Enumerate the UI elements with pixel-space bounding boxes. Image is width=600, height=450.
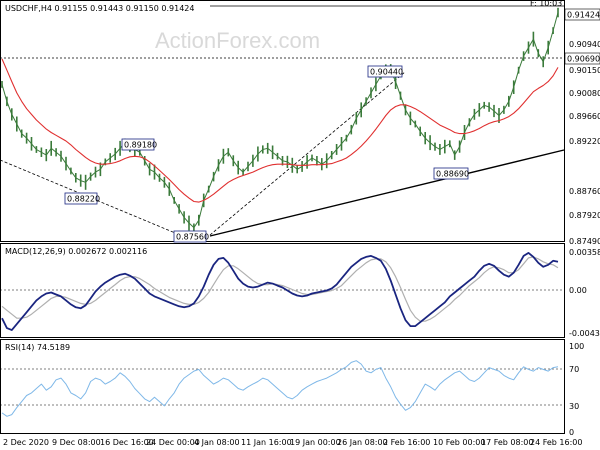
price-layer (1, 7, 559, 232)
macd-title: MACD(12,26,9) 0.002672 0.002116 (5, 247, 147, 256)
y-tick-label: 0.87920 (569, 211, 600, 220)
rsi-y-axis: 100 70 30 0 (569, 342, 584, 437)
y-tick-label: 30 (569, 402, 579, 411)
annotation-box (173, 230, 207, 243)
y-tick-label: 0.88760 (569, 187, 600, 196)
annotation-label: 0.88690 (436, 170, 469, 179)
up-channel-line (209, 71, 406, 236)
x-tick-label: 26 Jan 08:00 (337, 438, 388, 447)
x-tick-label: 24 Feb 16:00 (530, 438, 582, 447)
level-price-box (564, 52, 600, 65)
y-tick-label: 0 (569, 428, 574, 437)
symbol-label: USDCHF,H4 (5, 4, 52, 13)
y-tick-label: 0.90940 (569, 40, 600, 49)
rsi-panel-frame (0, 339, 565, 434)
annotation-box (121, 138, 155, 151)
annotation-label: 0.87560 (176, 233, 209, 242)
x-tick-label: 17 Feb 08:00 (481, 438, 533, 447)
y-tick-label: -0.004331 (569, 329, 600, 338)
x-tick-label: 2 Dec 2020 (3, 438, 49, 447)
annotation-label: 0.88220 (67, 195, 100, 204)
top-badge: F: 10:03 (530, 0, 562, 8)
y-tick-label: 0.90080 (569, 89, 600, 98)
price-series-line (1, 12, 559, 229)
x-tick-label: 24 Dec 00:00 (146, 438, 200, 447)
x-tick-label: 9 Dec 08:00 (52, 438, 101, 447)
y-tick-label: 0.89660 (569, 112, 600, 121)
annotation-box (367, 65, 403, 78)
current-price-box (564, 8, 600, 21)
x-tick-label: 11 Jan 16:00 (241, 438, 292, 447)
rsi-line (1, 360, 559, 417)
ma-layer (1, 58, 559, 203)
price-panel-frame (0, 0, 565, 242)
annotation-layer: 0.89180 0.88220 0.87560 0.90440 0.88690 (64, 65, 469, 243)
annotation-box (433, 167, 469, 180)
annotation-label: 0.90440 (370, 68, 403, 77)
watermark: ActionForex.com (155, 28, 320, 53)
y-tick-label: 100 (569, 342, 584, 351)
level-price-label: 0.90690 (567, 55, 600, 64)
annotation-box (64, 192, 98, 205)
support-trend-line (209, 149, 565, 237)
x-tick-label: 19 Jan 00:00 (290, 438, 341, 447)
ohlc-values: 0.91155 0.91443 0.91150 0.91424 (55, 4, 195, 13)
x-axis: 2 Dec 2020 9 Dec 08:00 16 Dec 16:00 24 D… (3, 438, 582, 447)
moving-average-line (1, 58, 559, 203)
macd-y-axis: 0.003584 0.00 -0.004331 (569, 248, 600, 338)
y-tick-label: 0.00 (569, 286, 587, 295)
y-tick-label: 0.003584 (569, 248, 600, 257)
x-tick-label: 10 Feb 00:00 (433, 438, 485, 447)
macd-panel-frame (0, 243, 565, 338)
rsi-title: RSI(14) 74.5189 (5, 343, 70, 352)
x-tick-label: 4 Jan 08:00 (194, 438, 240, 447)
y-tick-label: 0.90150 (569, 66, 600, 75)
macd-layer (1, 252, 559, 331)
macd-main-line (1, 252, 559, 331)
y-tick-label: 70 (569, 365, 579, 374)
price-title: USDCHF,H4 0.91155 0.91443 0.91150 0.9142… (5, 4, 194, 13)
rsi-layer (1, 360, 559, 417)
price-y-axis: 0.90940 0.90150 0.90080 0.89660 0.89220 … (569, 40, 600, 246)
y-tick-label: 0.87490 (569, 237, 600, 246)
x-tick-label: 2 Feb 16:00 (383, 438, 430, 447)
x-tick-label: 16 Dec 16:00 (100, 438, 154, 447)
annotation-label: 0.89180 (124, 141, 157, 150)
current-price-label: 0.91424 (567, 11, 600, 20)
macd-signal-line (1, 256, 559, 322)
y-tick-label: 0.89220 (569, 137, 600, 146)
